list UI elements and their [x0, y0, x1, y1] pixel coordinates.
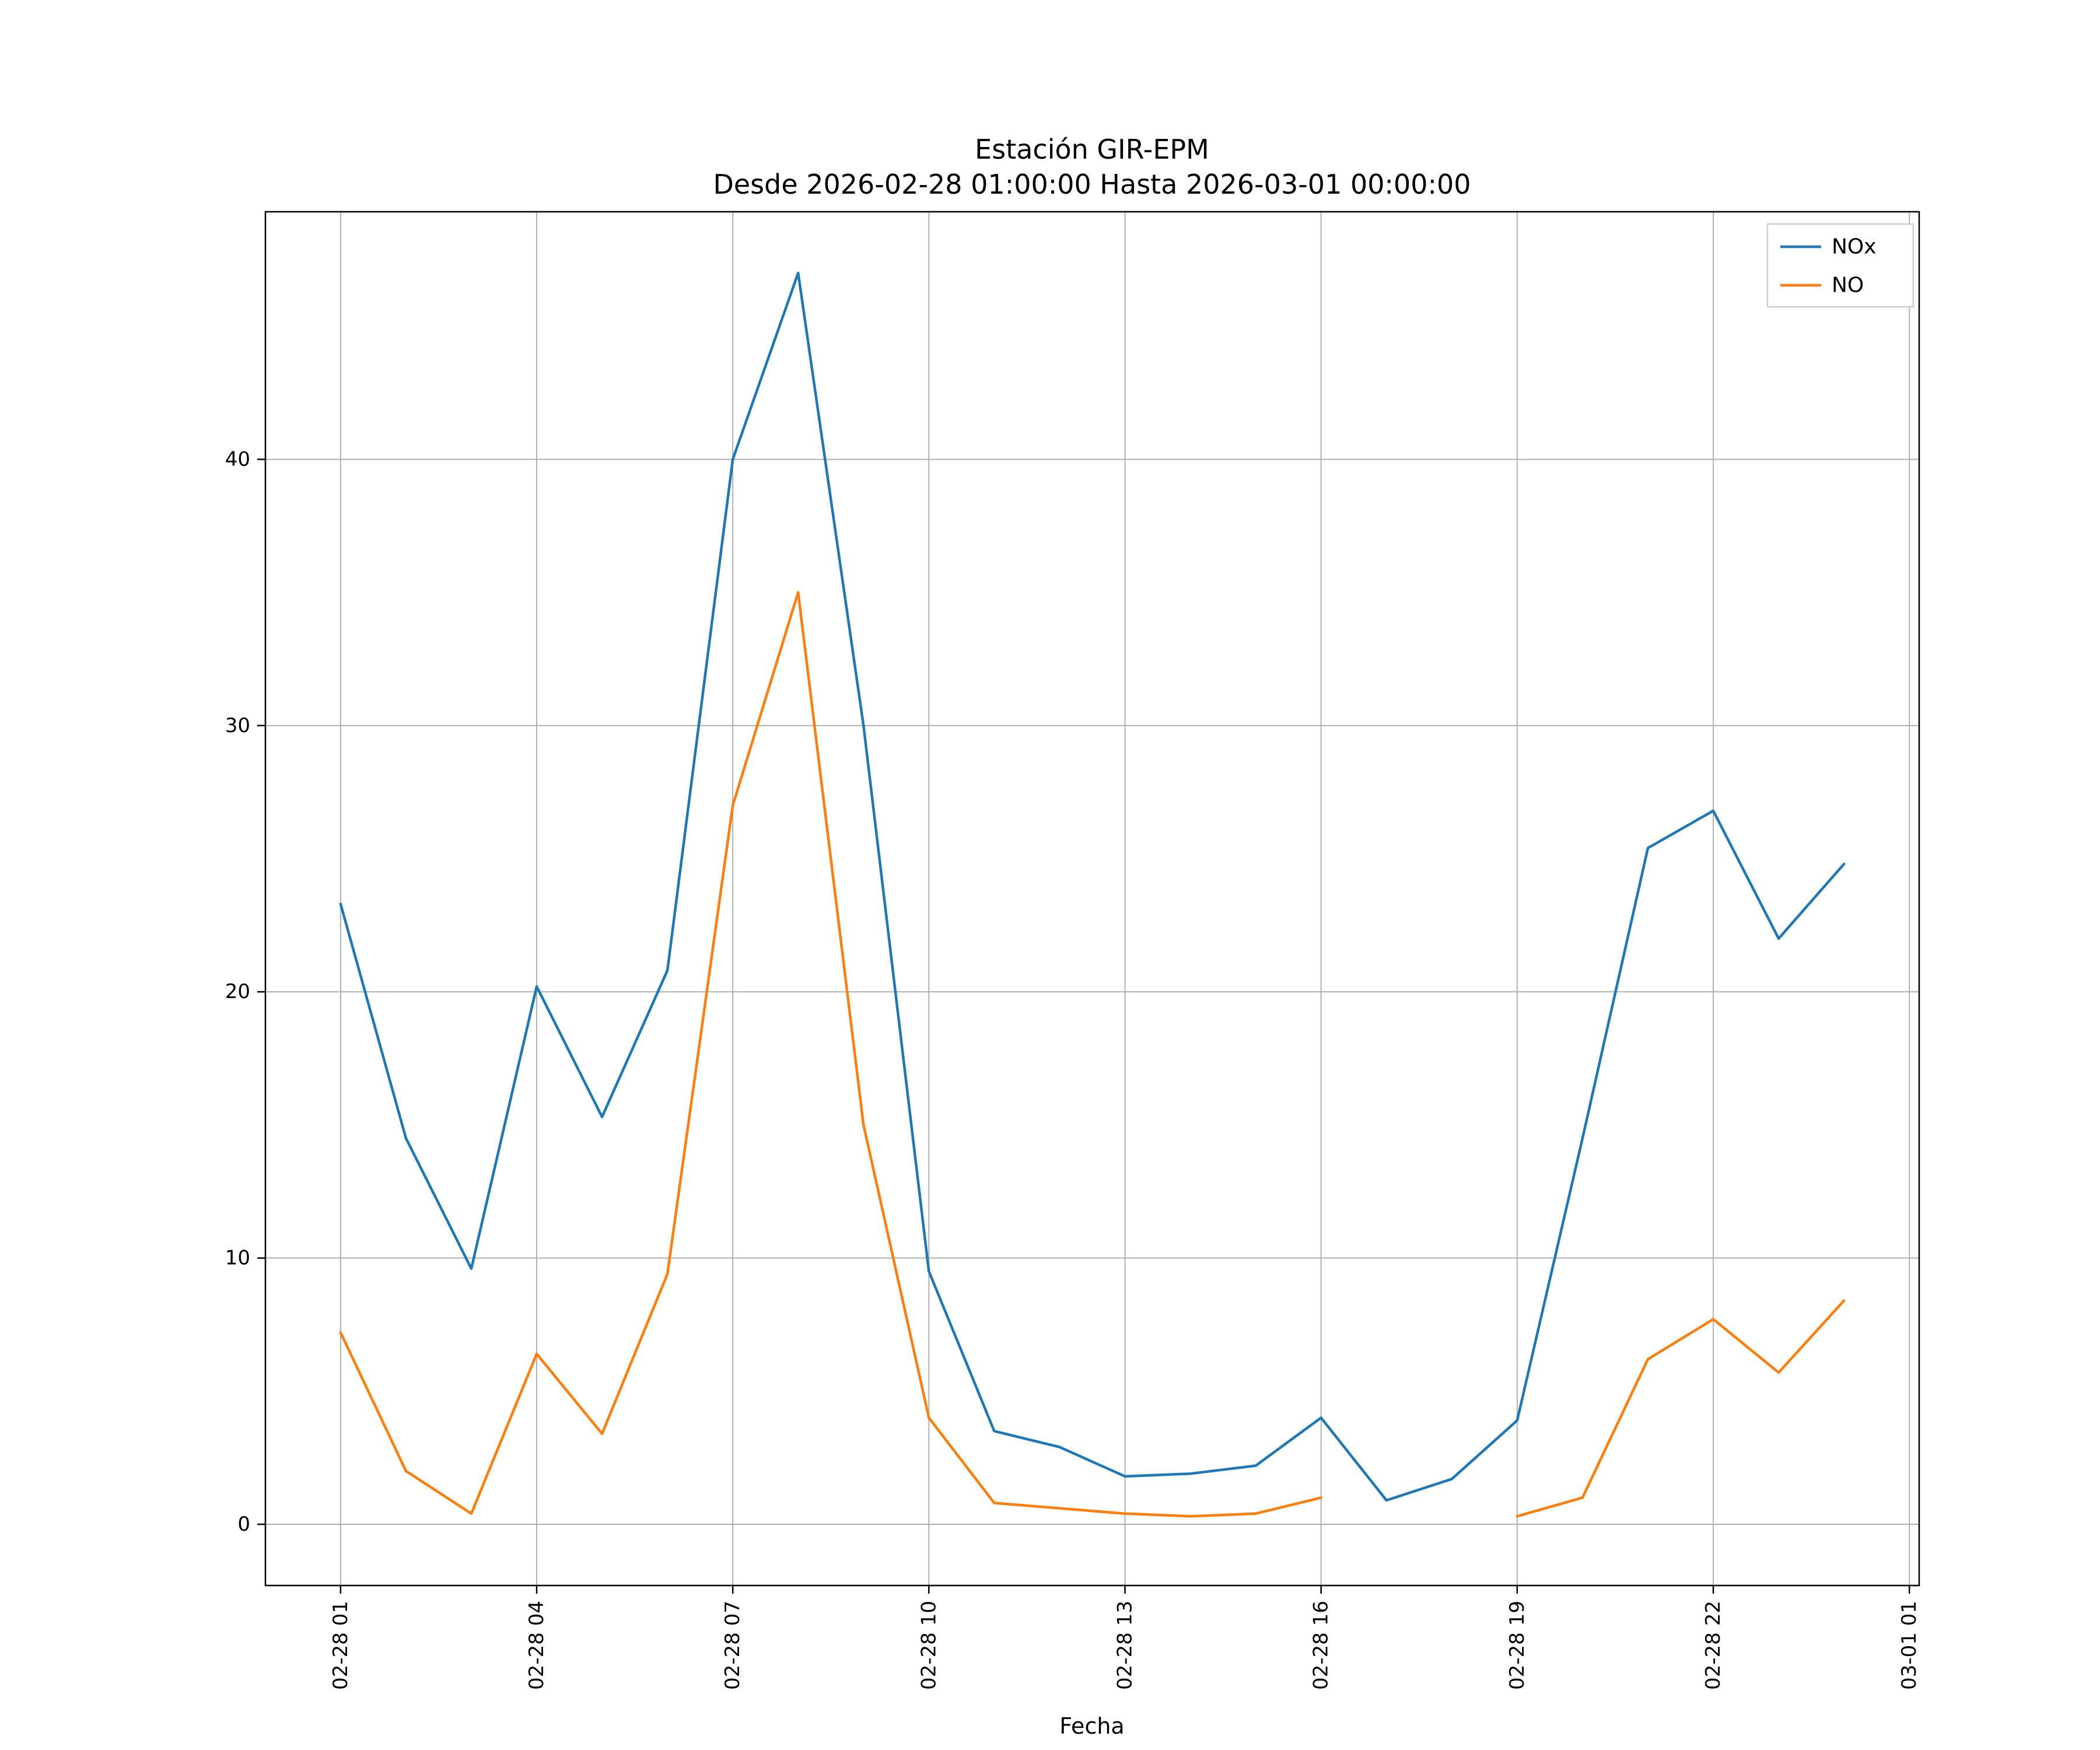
- tick-layer: 02-28 01 02-28 04 02-28 07 02-28 10 02-28 13…: [225, 447, 1921, 1689]
- series-line-no: [339, 591, 1322, 1518]
- x-tick-label: 02-28 19: [1506, 1601, 1529, 1690]
- chart-subtitle: Desde 2026-02-28 01:00:00 Hasta 2026-03-…: [713, 169, 1471, 200]
- chart-title: Estación GIR-EPM: [975, 134, 1209, 165]
- x-tick-label: 03-01 01: [1898, 1601, 1921, 1690]
- x-tick-label: 02-28 22: [1702, 1601, 1725, 1690]
- series-line-no: [1516, 1299, 1846, 1518]
- legend: NOx NO: [1766, 223, 1915, 308]
- legend-label-nox: NOx: [1832, 235, 1877, 259]
- x-axis-label: Fecha: [1059, 1713, 1124, 1739]
- x-tick-label: 02-28 01: [329, 1601, 352, 1690]
- y-tick-label: 20: [225, 980, 250, 1003]
- y-tick-label: 30: [225, 714, 250, 737]
- plot-area: [264, 211, 1920, 1587]
- y-tick-label: 10: [225, 1247, 250, 1270]
- x-tick-label: 02-28 07: [721, 1601, 744, 1690]
- legend-box: [1766, 223, 1915, 308]
- series-layer: [339, 271, 1846, 1518]
- legend-label-no: NO: [1832, 274, 1864, 298]
- x-tick-label: 02-28 04: [525, 1601, 548, 1690]
- y-tick-label: 0: [237, 1513, 250, 1536]
- y-tick-label: 40: [225, 447, 250, 471]
- x-tick-label: 02-28 16: [1310, 1601, 1333, 1690]
- x-tick-label: 02-28 13: [1114, 1601, 1137, 1690]
- series-line-nox: [339, 271, 1846, 1502]
- x-tick-label: 02-28 10: [917, 1601, 940, 1690]
- grid-layer: [265, 212, 1919, 1586]
